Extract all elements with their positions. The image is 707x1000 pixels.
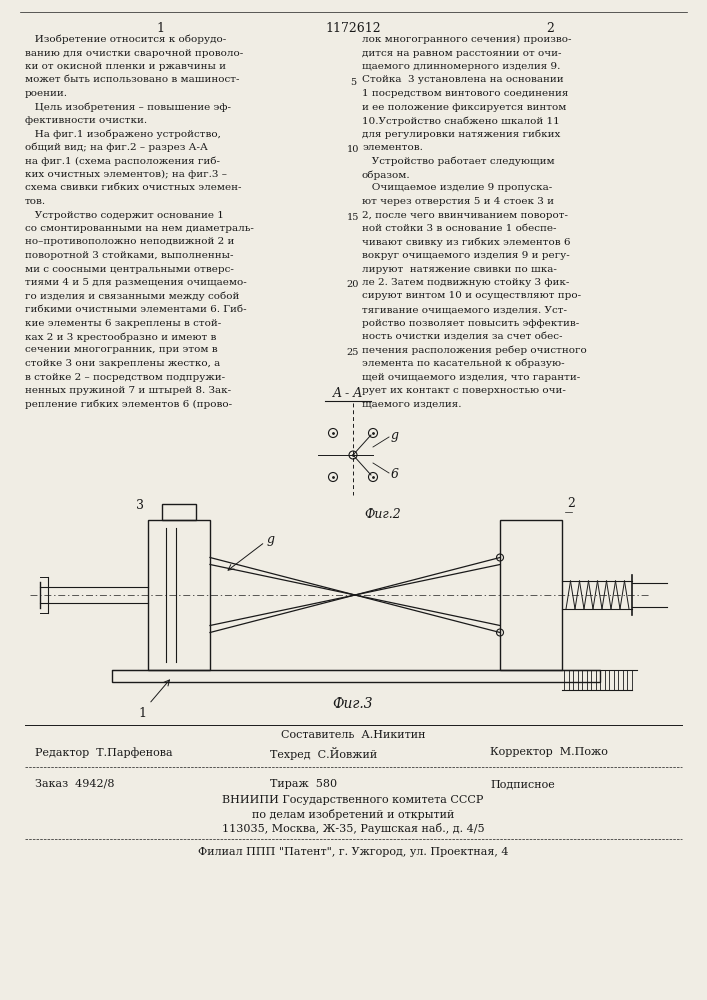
Text: 15: 15 (347, 213, 359, 222)
Text: щей очищаемого изделия, что гаранти-: щей очищаемого изделия, что гаранти- (362, 372, 580, 381)
Text: щаемого изделия.: щаемого изделия. (362, 399, 462, 408)
Text: 2: 2 (567, 497, 575, 510)
Text: Техред  С.Йовжий: Техред С.Йовжий (270, 747, 378, 760)
Text: Фиг.2: Фиг.2 (365, 508, 402, 522)
Text: Тираж  580: Тираж 580 (270, 779, 337, 789)
Text: роении.: роении. (25, 89, 68, 98)
Text: ванию для очистки сварочной проволо-: ванию для очистки сварочной проволо- (25, 48, 243, 57)
Text: g: g (267, 534, 275, 546)
Bar (148, 520, 210, 670)
Text: 113035, Москва, Ж-35, Раушская наб., д. 4/5: 113035, Москва, Ж-35, Раушская наб., д. … (222, 823, 484, 834)
Text: 10.Устройство снабжено шкалой 11: 10.Устройство снабжено шкалой 11 (362, 116, 560, 125)
Text: для регулировки натяжения гибких: для регулировки натяжения гибких (362, 129, 561, 139)
Text: На фиг.1 изображено устройство,: На фиг.1 изображено устройство, (25, 129, 221, 139)
Bar (112, 670, 600, 682)
Text: тиями 4 и 5 для размещения очищаемо-: тиями 4 и 5 для размещения очищаемо- (25, 278, 247, 287)
Text: схема свивки гибких очистных элемен-: схема свивки гибких очистных элемен- (25, 184, 242, 192)
Text: Устройство работает следующим: Устройство работает следующим (362, 156, 554, 166)
Text: ют через отверстия 5 и 4 стоек 3 и: ют через отверстия 5 и 4 стоек 3 и (362, 197, 554, 206)
Text: Фиг.3: Фиг.3 (333, 697, 373, 711)
Text: 2, после чего ввинчиванием поворот-: 2, после чего ввинчиванием поворот- (362, 211, 568, 220)
Text: элементов.: элементов. (362, 143, 423, 152)
Text: Подписное: Подписное (490, 779, 555, 789)
Text: го изделия и связанными между собой: го изделия и связанными между собой (25, 292, 240, 301)
Text: но–противоположно неподвижной 2 и: но–противоположно неподвижной 2 и (25, 237, 235, 246)
Text: вокруг очищаемого изделия 9 и регу-: вокруг очищаемого изделия 9 и регу- (362, 251, 570, 260)
Text: ненных пружиной 7 и штырей 8. Зак-: ненных пружиной 7 и штырей 8. Зак- (25, 386, 231, 395)
Text: сечении многогранник, при этом в: сечении многогранник, при этом в (25, 346, 218, 355)
Text: A - A: A - A (333, 387, 363, 400)
Text: ле 2. Затем подвижную стойку 3 фик-: ле 2. Затем подвижную стойку 3 фик- (362, 278, 569, 287)
Text: ках 2 и 3 крестообразно и имеют в: ках 2 и 3 крестообразно и имеют в (25, 332, 216, 342)
Text: печения расположения ребер очистного: печения расположения ребер очистного (362, 346, 587, 355)
Text: гибкими очистными элементами 6. Гиб-: гибкими очистными элементами 6. Гиб- (25, 305, 247, 314)
Text: Редактор  Т.Парфенова: Редактор Т.Парфенова (35, 747, 173, 758)
Text: Устройство содержит основание 1: Устройство содержит основание 1 (25, 211, 224, 220)
Text: по делам изобретений и открытий: по делам изобретений и открытий (252, 809, 454, 820)
Text: Заказ  4942/8: Заказ 4942/8 (35, 779, 115, 789)
Text: в стойке 2 – посредством подпружи-: в стойке 2 – посредством подпружи- (25, 372, 225, 381)
Text: 3: 3 (136, 499, 144, 512)
Text: 1172612: 1172612 (325, 22, 381, 35)
Text: чивают свивку из гибких элементов 6: чивают свивку из гибких элементов 6 (362, 237, 571, 247)
Text: сируют винтом 10 и осуществляют про-: сируют винтом 10 и осуществляют про- (362, 292, 581, 300)
Text: репление гибких элементов 6 (прово-: репление гибких элементов 6 (прово- (25, 399, 232, 409)
Text: дится на равном расстоянии от очи-: дится на равном расстоянии от очи- (362, 48, 561, 57)
Text: 5: 5 (350, 78, 356, 87)
Text: ность очистки изделия за счет обес-: ность очистки изделия за счет обес- (362, 332, 563, 341)
Text: ной стойки 3 в основание 1 обеспе-: ной стойки 3 в основание 1 обеспе- (362, 224, 556, 233)
Text: со смонтированными на нем диаметраль-: со смонтированными на нем диаметраль- (25, 224, 254, 233)
Text: щаемого длинномерного изделия 9.: щаемого длинномерного изделия 9. (362, 62, 561, 71)
Text: и ее положение фиксируется винтом: и ее положение фиксируется винтом (362, 103, 566, 111)
Text: Стойка  3 установлена на основании: Стойка 3 установлена на основании (362, 76, 563, 85)
Text: 2: 2 (546, 22, 554, 35)
Text: ВНИИПИ Государственного комитета СССР: ВНИИПИ Государственного комитета СССР (222, 795, 484, 805)
Text: Корректор  М.Пожо: Корректор М.Пожо (490, 747, 608, 757)
Text: лируют  натяжение свивки по шка-: лируют натяжение свивки по шка- (362, 264, 557, 273)
Text: тягивание очищаемого изделия. Уст-: тягивание очищаемого изделия. Уст- (362, 305, 567, 314)
Text: Составитель  А.Никитин: Составитель А.Никитин (281, 730, 425, 740)
Text: 1: 1 (156, 22, 164, 35)
Text: Очищаемое изделие 9 пропуска-: Очищаемое изделие 9 пропуска- (362, 184, 552, 192)
Text: 20: 20 (347, 280, 359, 289)
Text: 10: 10 (347, 145, 359, 154)
Text: фективности очистки.: фективности очистки. (25, 116, 147, 125)
Text: 25: 25 (347, 348, 359, 357)
Bar (162, 504, 196, 520)
Text: образом.: образом. (362, 170, 411, 180)
Text: лок многогранного сечения) произво-: лок многогранного сечения) произво- (362, 35, 571, 44)
Text: рует их контакт с поверхностью очи-: рует их контакт с поверхностью очи- (362, 386, 566, 395)
Text: g: g (391, 428, 399, 442)
Text: Изобретение относится к оборудо-: Изобретение относится к оборудо- (25, 35, 226, 44)
Text: поворотной 3 стойками, выполненны-: поворотной 3 стойками, выполненны- (25, 251, 233, 260)
Text: 1: 1 (138, 707, 146, 720)
Text: 1 посредством винтового соединения: 1 посредством винтового соединения (362, 89, 568, 98)
Bar (500, 520, 562, 670)
Text: на фиг.1 (схема расположения гиб-: на фиг.1 (схема расположения гиб- (25, 156, 220, 166)
Text: стойке 3 они закреплены жестко, а: стойке 3 они закреплены жестко, а (25, 359, 221, 368)
Text: ройство позволяет повысить эффектив-: ройство позволяет повысить эффектив- (362, 318, 579, 328)
Text: ми с соосными центральными отверс-: ми с соосными центральными отверс- (25, 264, 234, 273)
Text: Филиал ППП "Патент", г. Ужгород, ул. Проектная, 4: Филиал ППП "Патент", г. Ужгород, ул. Про… (198, 847, 508, 857)
Text: тов.: тов. (25, 197, 46, 206)
Text: кие элементы 6 закреплены в стой-: кие элементы 6 закреплены в стой- (25, 318, 221, 328)
Text: 6: 6 (391, 468, 399, 482)
Text: может быть использовано в машиност-: может быть использовано в машиност- (25, 76, 240, 85)
Text: общий вид; на фиг.2 – разрез А-А: общий вид; на фиг.2 – разрез А-А (25, 143, 208, 152)
Text: ки от окисной пленки и ржавчины и: ки от окисной пленки и ржавчины и (25, 62, 226, 71)
Text: Цель изобретения – повышение эф-: Цель изобретения – повышение эф- (25, 103, 231, 112)
Text: элемента по касательной к образую-: элемента по касательной к образую- (362, 359, 565, 368)
Text: ких очистных элементов); на фиг.3 –: ких очистных элементов); на фиг.3 – (25, 170, 227, 179)
